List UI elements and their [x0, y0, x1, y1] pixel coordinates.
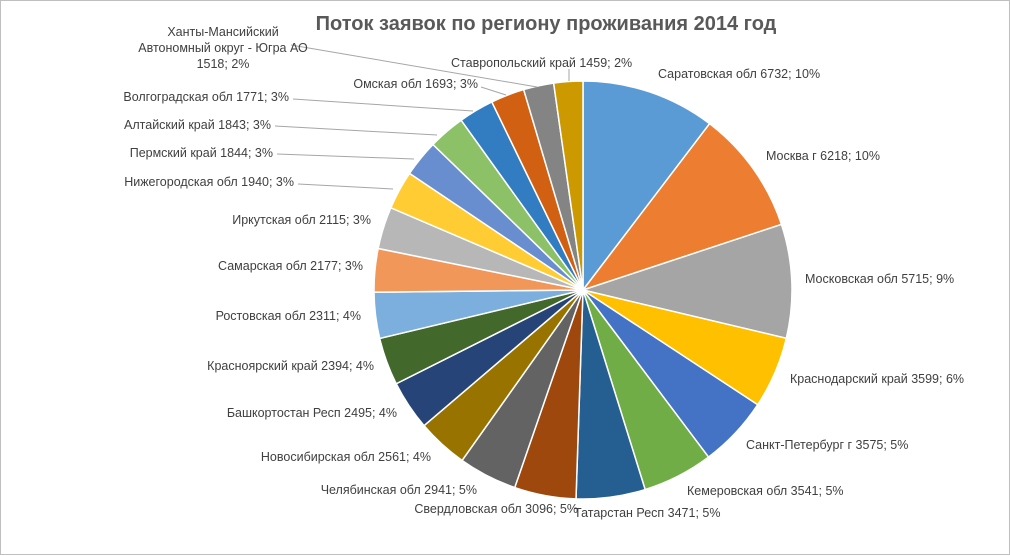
slice-label: Нижегородская обл 1940; 3%: [124, 175, 294, 189]
slice-label: Алтайский край 1843; 3%: [124, 118, 271, 132]
slice-label: Ханты-Мансийский Автономный округ - Югра …: [138, 25, 308, 71]
leader-line: [297, 183, 394, 190]
leader-line: [274, 125, 438, 136]
slice-label: Краснодарский край 3599; 6%: [790, 372, 964, 386]
pie-slices: [373, 80, 793, 500]
leader-line: [480, 86, 507, 96]
slice-label: Волгоградская обл 1771; 3%: [123, 90, 289, 104]
leader-lines: [274, 44, 570, 190]
slice-label: Красноярский край 2394; 4%: [207, 359, 374, 373]
pie-slice: [580, 223, 793, 340]
slice-label: Самарская обл 2177; 3%: [218, 259, 363, 273]
leader-line: [292, 98, 474, 112]
slice-label: Башкортостан Респ 2495; 4%: [227, 406, 397, 420]
slice-label: Челябинская обл 2941; 5%: [321, 483, 477, 497]
pie-slice: [580, 122, 783, 292]
slice-label: Омская обл 1693; 3%: [353, 77, 478, 91]
slice-label: Саратовская обл 6732; 10%: [658, 67, 820, 81]
slice-label: Санкт-Петербург г 3575; 5%: [746, 438, 908, 452]
slice-label: Свердловская обл 3096; 5%: [414, 502, 578, 516]
slice-label: Татарстан Респ 3471; 5%: [574, 506, 720, 520]
leader-line: [290, 44, 538, 88]
pie-slice: [552, 80, 584, 291]
slice-label: Иркутская обл 2115; 3%: [232, 213, 371, 227]
slice-label: Новосибирская обл 2561; 4%: [261, 450, 431, 464]
slice-label: Москва г 6218; 10%: [766, 149, 880, 163]
slice-label: Кемеровская обл 3541; 5%: [687, 484, 844, 498]
slice-label: Московская обл 5715; 9%: [805, 272, 954, 286]
pie-slice: [582, 80, 711, 293]
slice-labels: Саратовская обл 6732; 10% Москва г 6218; …: [123, 25, 964, 520]
slice-label: Ставропольский край 1459; 2%: [451, 56, 632, 70]
slice-label: Ростовская обл 2311; 4%: [216, 309, 361, 323]
leader-line: [276, 153, 415, 160]
slice-label: Пермский край 1844; 3%: [130, 146, 273, 160]
chart-title: Поток заявок по региону проживания 2014 …: [316, 13, 777, 35]
